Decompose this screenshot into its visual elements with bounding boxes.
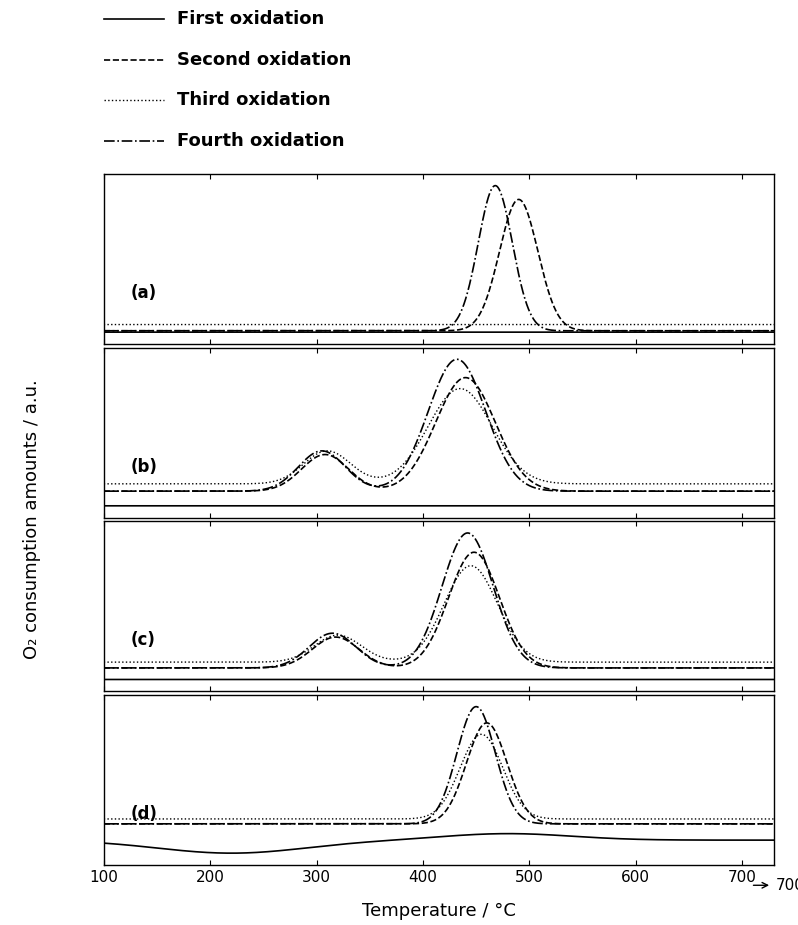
Text: O₂ consumption amounts / a.u.: O₂ consumption amounts / a.u. xyxy=(23,379,41,660)
Text: 700: 700 xyxy=(776,878,798,893)
Text: Third oxidation: Third oxidation xyxy=(177,92,331,109)
Text: First oxidation: First oxidation xyxy=(177,10,325,29)
Text: Fourth oxidation: Fourth oxidation xyxy=(177,132,345,150)
Text: Second oxidation: Second oxidation xyxy=(177,51,352,68)
Text: (b): (b) xyxy=(131,458,157,475)
Text: (c): (c) xyxy=(131,631,156,649)
Text: (a): (a) xyxy=(131,284,156,302)
Text: (d): (d) xyxy=(131,805,157,823)
Text: Temperature / °C: Temperature / °C xyxy=(362,902,516,920)
